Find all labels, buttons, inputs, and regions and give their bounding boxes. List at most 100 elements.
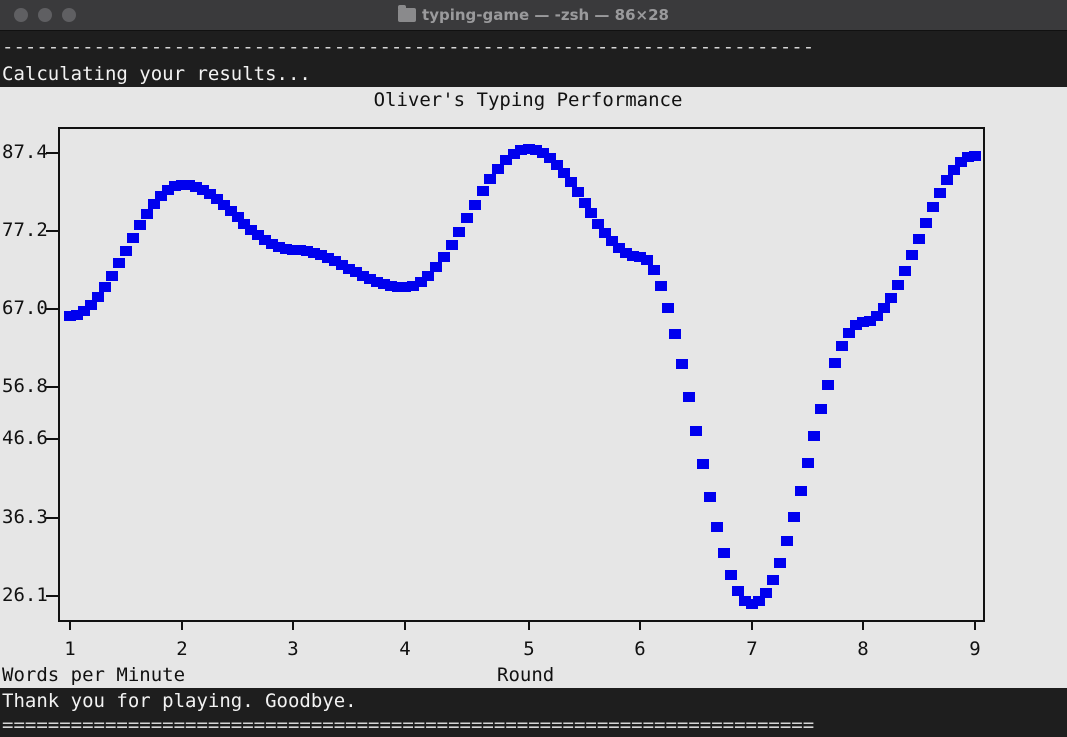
data-point [492,164,504,174]
close-window-button[interactable] [14,8,28,22]
data-point [718,548,730,558]
data-point [252,230,264,240]
data-point [746,599,758,609]
data-point [585,208,597,218]
data-point [599,228,611,238]
data-point [927,202,939,212]
data-point [71,310,83,320]
data-point [183,180,195,190]
data-point [176,180,188,190]
data-point [422,271,434,281]
data-point [690,426,702,436]
data-point [955,157,967,167]
y-tick-mark [46,230,58,232]
zoom-window-button[interactable] [62,8,76,22]
data-point [162,185,174,195]
data-point [204,189,216,199]
data-point [871,311,883,321]
data-point [802,458,814,468]
x-tick-mark [639,622,641,630]
data-point [648,265,660,275]
x-tick-mark [181,622,183,630]
data-point [190,182,202,192]
data-point [350,267,362,277]
data-point [864,316,876,326]
data-point [662,303,674,313]
data-point [294,245,306,255]
data-point [808,431,820,441]
y-tick-label: 46.6 [2,427,48,449]
folder-icon [398,5,417,22]
data-point [697,459,709,469]
y-tick-label: 77.2 [2,219,48,241]
y-axis-label: Words per Minute [2,664,186,686]
data-point [829,358,841,368]
data-point [430,262,442,272]
data-point [878,303,890,313]
data-point [141,209,153,219]
data-point [634,252,646,262]
y-tick-label: 87.4 [2,141,48,163]
data-point [725,570,737,580]
y-tick-mark [46,152,58,154]
data-point [913,234,925,244]
data-point [558,168,570,178]
data-point [774,558,786,568]
data-point [92,292,104,302]
data-point [892,280,904,290]
x-tick-mark [404,622,406,630]
calculating-message: Calculating your results... [2,63,311,85]
title-bar[interactable]: typing-game — -zsh — 86×28 [0,0,1067,31]
data-point [113,258,125,268]
y-tick-mark [46,595,58,597]
data-point [683,392,695,402]
data-point [148,199,160,209]
data-point [885,293,897,303]
data-point [280,244,292,254]
data-point [232,212,244,222]
data-point [64,311,76,321]
x-tick-label: 7 [746,638,758,660]
data-point [484,174,496,184]
y-tick-label: 56.8 [2,375,48,397]
data-point [969,151,981,161]
data-point [329,256,341,266]
x-tick-label: 5 [523,638,535,660]
data-point [788,512,800,522]
data-point [537,148,549,158]
data-point [711,522,723,532]
x-axis-label: Round [497,664,555,686]
data-point [508,149,520,159]
data-point [544,153,556,163]
chart-title: Oliver's Typing Performance [373,89,683,111]
x-tick-mark [69,622,71,630]
data-point [308,248,320,258]
data-point [301,246,313,256]
data-point [343,264,355,274]
data-point [822,380,834,390]
y-tick-mark [46,386,58,388]
data-point [322,253,334,263]
plot-area [58,127,985,622]
x-tick-label: 1 [64,638,76,660]
data-point [266,239,278,249]
data-point [446,240,458,250]
minimize-window-button[interactable] [38,8,52,22]
data-point [500,155,512,165]
y-tick-mark [46,438,58,440]
y-tick-label: 67.0 [2,297,48,319]
x-tick-label: 2 [176,638,188,660]
data-point [453,227,465,237]
data-point [795,486,807,496]
x-tick-label: 4 [399,638,411,660]
data-point [211,194,223,204]
data-point [934,188,946,198]
data-point [836,341,848,351]
data-point [906,250,918,260]
x-tick-mark [862,622,864,630]
data-point [415,277,427,287]
data-point [843,328,855,338]
data-point [523,144,535,154]
window-title-wrap: typing-game — -zsh — 86×28 [0,0,1067,30]
data-point [238,219,250,229]
